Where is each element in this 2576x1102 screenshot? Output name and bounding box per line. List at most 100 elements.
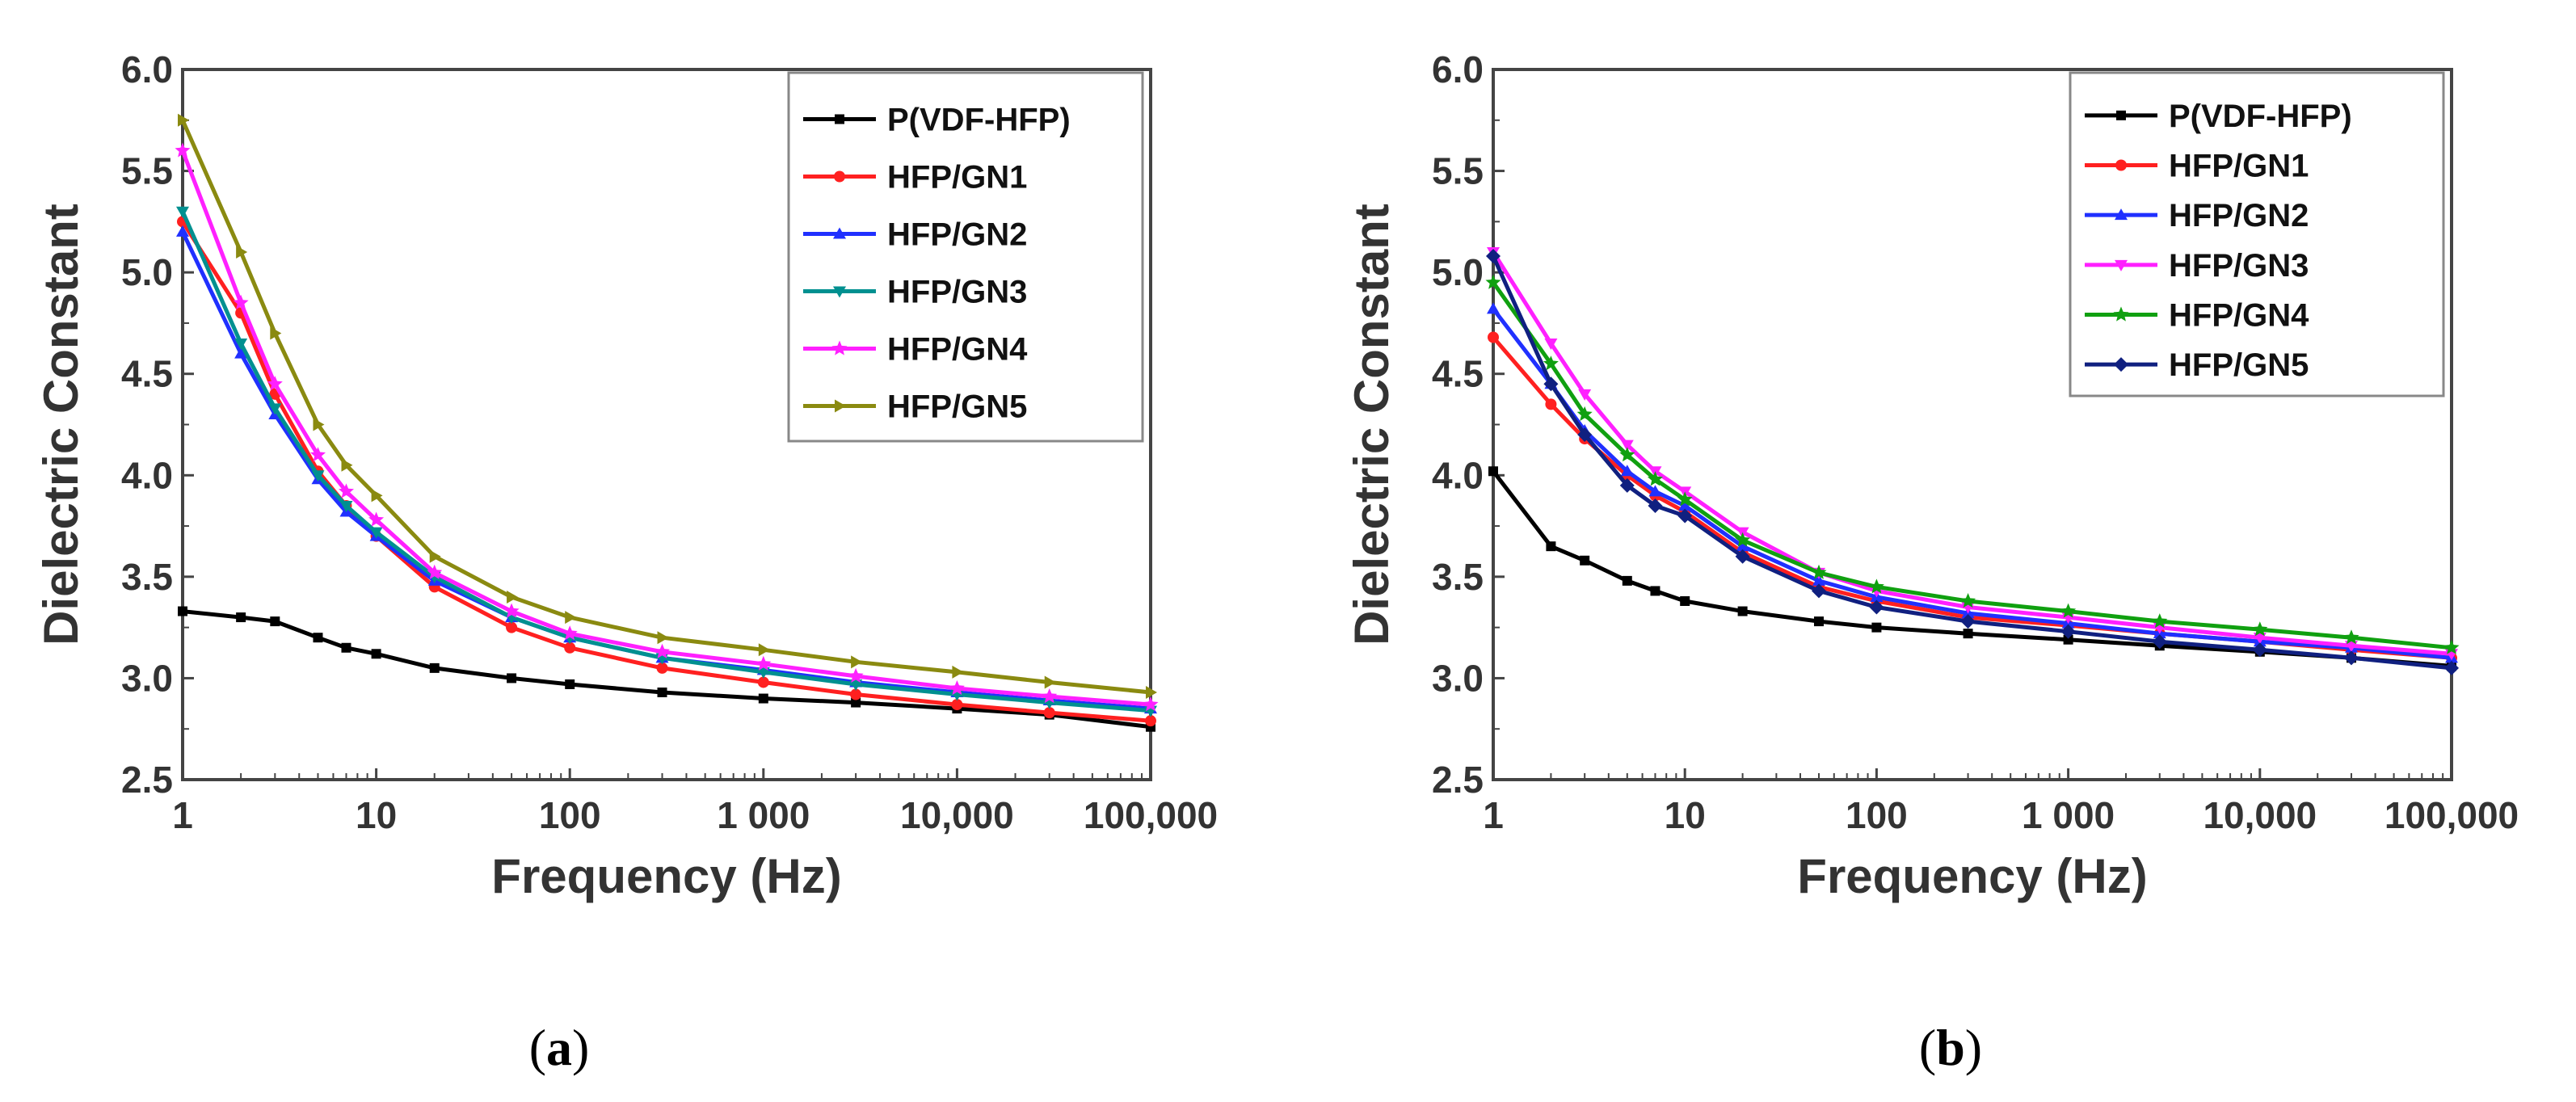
data-point	[1488, 466, 1498, 477]
legend-label: HFP/GN3	[887, 275, 1027, 310]
data-point	[1544, 339, 1558, 351]
data-point	[270, 326, 282, 340]
data-point	[850, 688, 862, 700]
y-tick-label: 6.0	[121, 48, 173, 90]
data-point	[1811, 583, 1826, 599]
legend: P(VDF-HFP) HFP/GN1 HFP/GN2 HFP/GN3 HFP/GN4 HF…	[2069, 71, 2445, 397]
data-point	[1813, 616, 1824, 627]
y-tick-label: 6.0	[1432, 48, 1484, 90]
data-point	[1578, 389, 1592, 401]
y-axis-title: Dielectric Constant	[1345, 204, 1399, 646]
data-point	[2443, 639, 2460, 654]
data-point	[507, 590, 519, 604]
data-point	[851, 697, 861, 708]
data-point	[756, 655, 772, 671]
data-point	[1650, 586, 1661, 596]
legend-label: HFP/GN3	[2169, 248, 2309, 284]
series-hfp-gn4	[175, 142, 1159, 712]
data-point	[311, 470, 325, 482]
data-point	[565, 611, 577, 625]
data-point	[655, 643, 670, 658]
legend-label: HFP/GN5	[2169, 347, 2309, 383]
data-point	[949, 680, 965, 696]
data-point	[506, 621, 518, 633]
y-tick-label: 4.0	[1432, 454, 1484, 496]
data-point	[1619, 447, 1635, 462]
series-hfp-gn5	[178, 113, 1157, 700]
data-point	[1488, 331, 1499, 343]
panel-label-open: (	[1919, 1019, 1936, 1076]
data-point	[175, 142, 191, 158]
data-point	[2060, 624, 2076, 639]
chart-panel-b: 2.5 3.0 3.5 4.0 4.5 5.0 5.5 6.0 1 10 100 1 000 10,00…	[1345, 48, 2519, 1076]
x-axis-title: Frequency (Hz)	[1797, 849, 2147, 903]
data-point	[564, 641, 576, 654]
y-tick-label: 2.5	[1432, 759, 1484, 801]
data-point	[1043, 707, 1055, 719]
legend-label: HFP/GN2	[2169, 198, 2309, 233]
data-point	[1543, 376, 1559, 392]
x-tick-label: 1	[1483, 794, 1504, 836]
data-point	[2152, 634, 2167, 650]
data-point	[2252, 642, 2267, 658]
data-point	[951, 699, 963, 711]
data-point	[1146, 686, 1157, 700]
data-point	[849, 679, 863, 691]
data-point	[234, 339, 248, 351]
data-point	[427, 564, 443, 579]
data-point	[369, 527, 383, 539]
data-point	[657, 688, 667, 698]
x-tick-label: 1 000	[717, 794, 810, 836]
data-point	[1960, 593, 1976, 608]
data-point	[952, 665, 964, 679]
panel-label-open: (	[529, 1019, 546, 1076]
y-tick-label: 4.0	[121, 454, 173, 496]
x-tick-label: 10,000	[900, 794, 1014, 836]
y-tick-label: 4.5	[121, 353, 173, 395]
data-point	[1960, 614, 1976, 629]
y-tick-label: 3.0	[1432, 657, 1484, 699]
data-point	[1622, 575, 1632, 586]
y-tick-label: 3.5	[121, 556, 173, 598]
legend-swatch-marker	[2113, 306, 2129, 322]
legend-swatch-marker	[2115, 208, 2128, 221]
x-tick-label: 10,000	[2203, 794, 2317, 836]
data-point	[310, 447, 326, 462]
data-point	[1485, 274, 1501, 289]
data-point	[2063, 634, 2073, 645]
panel-label-close: )	[1965, 1019, 1982, 1076]
legend-swatch-marker	[831, 340, 848, 355]
data-point	[2253, 633, 2267, 645]
data-point	[1620, 440, 1634, 452]
data-point	[657, 631, 669, 645]
data-point	[2060, 603, 2077, 618]
data-point	[1619, 477, 1635, 493]
legend: P(VDF-HFP) HFP/GN1 HFP/GN2 HFP/GN3 HFP/GN4 HF…	[787, 71, 1144, 443]
y-tick-label: 3.0	[121, 657, 173, 699]
data-point	[176, 206, 189, 218]
data-point	[1735, 549, 1750, 564]
data-point	[1577, 427, 1593, 443]
y-tick-label: 2.5	[121, 759, 173, 801]
data-point	[178, 606, 187, 616]
data-point	[1647, 471, 1663, 486]
legend-swatch-marker	[2115, 159, 2127, 171]
data-point	[1543, 355, 1559, 371]
x-tick-label: 1 000	[2022, 794, 2115, 836]
data-point	[1546, 541, 1556, 552]
data-point	[1812, 574, 1825, 586]
data-point	[2343, 629, 2359, 645]
data-point	[368, 511, 385, 527]
data-point	[503, 603, 520, 618]
data-point	[2343, 650, 2359, 666]
data-point	[1580, 555, 1590, 566]
data-point	[848, 667, 864, 683]
legend-swatch-marker	[2115, 259, 2128, 271]
legend-swatch-marker	[2114, 357, 2128, 372]
data-point	[270, 616, 280, 627]
y-tick-label: 4.5	[1432, 353, 1484, 395]
data-point	[313, 633, 323, 643]
x-tick-label: 100	[539, 794, 601, 836]
legend-swatch-marker	[2116, 110, 2126, 120]
